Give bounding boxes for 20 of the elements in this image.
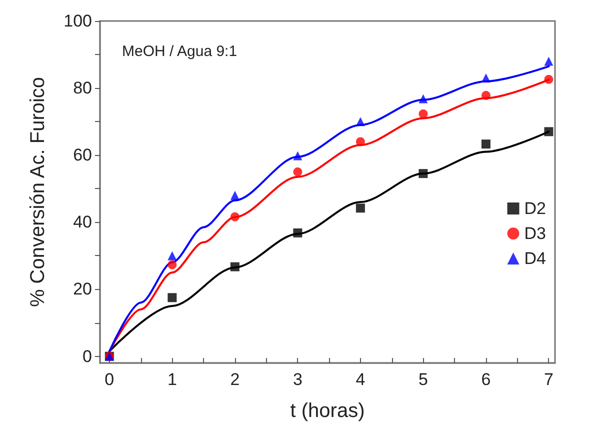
- y-tick-label: 0: [82, 346, 92, 366]
- y-tick-label: 60: [73, 146, 92, 165]
- legend-label: D4: [524, 249, 546, 268]
- x-tick-label: 0: [104, 370, 114, 389]
- x-tick-label: 6: [481, 370, 491, 389]
- x-tick-label: 5: [418, 370, 428, 389]
- x-tick-label: 2: [230, 370, 240, 389]
- annotation: MeOH / Agua 9:1: [122, 43, 238, 60]
- x-tick-label: 3: [292, 370, 302, 389]
- x-axis-title: t (horas): [290, 400, 365, 422]
- y-axis-title: % Conversión Ac. Furoico: [27, 76, 49, 308]
- y-tick-label: 100: [64, 12, 92, 30]
- y-tick-label: 20: [73, 280, 92, 299]
- legend-label: D3: [524, 224, 546, 243]
- y-tick-label: 80: [73, 78, 92, 98]
- x-tick-label: 7: [544, 370, 554, 389]
- y-tick-label: 40: [73, 212, 92, 232]
- x-tick-label: 1: [167, 370, 177, 389]
- legend-label: D2: [524, 199, 546, 218]
- x-tick-label: 4: [356, 370, 366, 389]
